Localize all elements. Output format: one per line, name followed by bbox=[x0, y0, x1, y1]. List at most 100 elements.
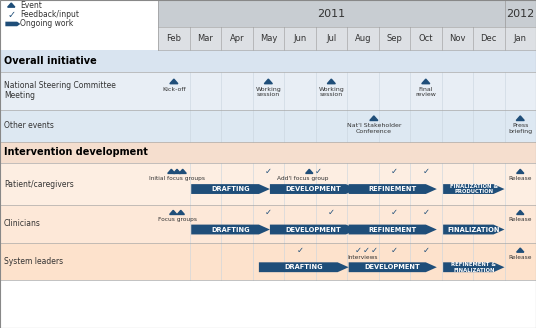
Polygon shape bbox=[191, 184, 270, 194]
Text: DRAFTING: DRAFTING bbox=[285, 264, 323, 270]
Text: DRAFTING: DRAFTING bbox=[211, 227, 250, 233]
Text: Apr: Apr bbox=[229, 34, 244, 43]
Text: Ongoing work: Ongoing work bbox=[20, 19, 73, 29]
Text: ✓: ✓ bbox=[391, 167, 398, 176]
Text: ✓: ✓ bbox=[422, 246, 429, 255]
Text: Release: Release bbox=[509, 176, 532, 181]
Polygon shape bbox=[348, 225, 437, 235]
Polygon shape bbox=[168, 169, 175, 174]
Bar bbox=[158, 27, 536, 50]
Text: ✓: ✓ bbox=[422, 167, 429, 176]
Text: Event: Event bbox=[20, 2, 42, 10]
Text: May: May bbox=[259, 34, 277, 43]
Text: ✓: ✓ bbox=[7, 10, 16, 20]
Text: Oct: Oct bbox=[419, 34, 433, 43]
Text: Overall initiative: Overall initiative bbox=[4, 56, 96, 66]
Text: ✓: ✓ bbox=[265, 208, 272, 217]
Text: ✓: ✓ bbox=[391, 246, 398, 255]
Polygon shape bbox=[517, 169, 524, 174]
Text: Initial focus groups: Initial focus groups bbox=[149, 176, 205, 181]
Polygon shape bbox=[422, 79, 430, 84]
Bar bbox=[504, 0, 536, 27]
Text: Kick-off: Kick-off bbox=[162, 87, 185, 92]
Polygon shape bbox=[174, 169, 181, 174]
Text: Add'l focus group: Add'l focus group bbox=[277, 176, 329, 181]
Polygon shape bbox=[191, 225, 270, 235]
Bar bbox=[0, 142, 536, 163]
Text: 2011: 2011 bbox=[317, 9, 345, 19]
Text: ✓: ✓ bbox=[391, 208, 398, 217]
Text: Focus groups: Focus groups bbox=[158, 217, 197, 222]
Text: DRAFTING: DRAFTING bbox=[211, 186, 250, 192]
Polygon shape bbox=[443, 262, 504, 272]
Bar bbox=[0, 280, 536, 328]
Bar bbox=[0, 72, 536, 110]
Bar bbox=[0, 243, 536, 280]
Polygon shape bbox=[517, 248, 524, 252]
Text: Dec: Dec bbox=[481, 34, 497, 43]
Polygon shape bbox=[306, 169, 313, 174]
Text: ✓: ✓ bbox=[422, 208, 429, 217]
Text: Press
briefing: Press briefing bbox=[508, 123, 532, 134]
Polygon shape bbox=[443, 184, 504, 194]
Text: ✓: ✓ bbox=[296, 246, 303, 255]
Polygon shape bbox=[169, 210, 177, 215]
Polygon shape bbox=[170, 79, 178, 84]
Bar bbox=[0, 205, 536, 243]
Text: Working
session: Working session bbox=[318, 87, 344, 97]
Text: 2012: 2012 bbox=[506, 9, 534, 19]
Text: Feedback/input: Feedback/input bbox=[20, 10, 79, 19]
Polygon shape bbox=[179, 169, 187, 174]
Text: Sep: Sep bbox=[386, 34, 402, 43]
Text: Other events: Other events bbox=[4, 121, 54, 130]
Text: Interviews: Interviews bbox=[347, 255, 378, 260]
Text: ✓: ✓ bbox=[370, 246, 377, 255]
Text: DEVELOPMENT: DEVELOPMENT bbox=[286, 227, 341, 233]
Text: REFINEMENT: REFINEMENT bbox=[369, 227, 417, 233]
Polygon shape bbox=[370, 116, 378, 120]
Text: ✓: ✓ bbox=[362, 246, 369, 255]
Text: Mar: Mar bbox=[197, 34, 213, 43]
Bar bbox=[0, 110, 536, 142]
Bar bbox=[158, 0, 504, 27]
Text: Feb: Feb bbox=[166, 34, 181, 43]
Text: Intervention development: Intervention development bbox=[4, 147, 147, 157]
Text: Release: Release bbox=[509, 255, 532, 260]
Text: ✓: ✓ bbox=[315, 167, 322, 176]
Text: DEVELOPMENT: DEVELOPMENT bbox=[286, 186, 341, 192]
Text: Working
session: Working session bbox=[256, 87, 281, 97]
Polygon shape bbox=[348, 262, 437, 272]
Polygon shape bbox=[327, 79, 336, 84]
Text: ✓: ✓ bbox=[355, 246, 362, 255]
Polygon shape bbox=[517, 210, 524, 215]
Polygon shape bbox=[348, 184, 437, 194]
Text: Jun: Jun bbox=[293, 34, 307, 43]
Polygon shape bbox=[177, 210, 184, 215]
Text: Jan: Jan bbox=[513, 34, 527, 43]
Text: Nov: Nov bbox=[449, 34, 466, 43]
Text: Final
review: Final review bbox=[415, 87, 436, 97]
Text: Clinicians: Clinicians bbox=[4, 219, 41, 228]
Text: DEVELOPMENT: DEVELOPMENT bbox=[365, 264, 421, 270]
Text: Release: Release bbox=[509, 217, 532, 222]
Bar bbox=[0, 50, 536, 72]
Text: Patient/caregivers: Patient/caregivers bbox=[4, 179, 73, 189]
Polygon shape bbox=[443, 225, 504, 235]
Text: FINALIZATION: FINALIZATION bbox=[448, 227, 500, 233]
Polygon shape bbox=[5, 22, 20, 26]
Text: National Steering Committee
Meeting: National Steering Committee Meeting bbox=[4, 81, 116, 100]
Polygon shape bbox=[264, 79, 272, 84]
Polygon shape bbox=[270, 225, 357, 235]
Text: Nat'l Stakeholder
Conference: Nat'l Stakeholder Conference bbox=[347, 123, 401, 134]
Bar bbox=[0, 163, 536, 205]
Text: System leaders: System leaders bbox=[4, 257, 63, 266]
Text: Jul: Jul bbox=[326, 34, 337, 43]
Polygon shape bbox=[516, 116, 524, 120]
Text: REFINEMENT &
FINALIZATION: REFINEMENT & FINALIZATION bbox=[451, 262, 496, 273]
Text: REFINEMENT: REFINEMENT bbox=[369, 186, 417, 192]
Polygon shape bbox=[270, 184, 357, 194]
Polygon shape bbox=[259, 262, 348, 272]
Text: Aug: Aug bbox=[354, 34, 371, 43]
Text: ✓: ✓ bbox=[328, 208, 335, 217]
Bar bbox=[0, 0, 158, 27]
